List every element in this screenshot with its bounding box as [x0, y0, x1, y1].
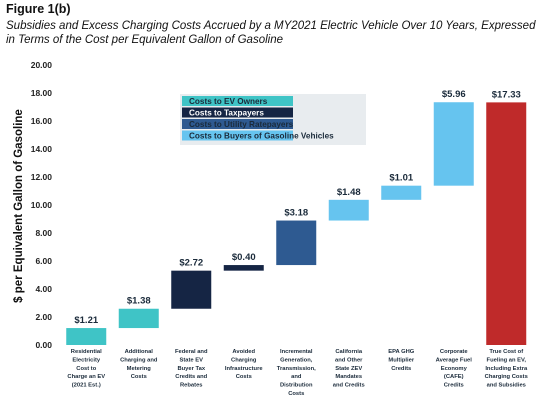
y-tick-label: 4.00: [35, 284, 52, 294]
bar: [171, 270, 212, 309]
bar: [66, 328, 107, 345]
category-label: Federal and State EV Buyer Tax Credits and R…: [175, 349, 208, 389]
legend-label: Costs to Taxpayers: [189, 109, 264, 118]
bar: [118, 308, 159, 329]
legend-swatch: [182, 130, 293, 141]
y-tick-label: 14.00: [31, 144, 53, 154]
legend-label: Costs to EV Owners: [189, 97, 268, 106]
category-labels: Residential Electricity Cost to Charge an E…: [67, 349, 528, 397]
y-tick-label: 6.00: [35, 256, 52, 266]
category-label: Corporate Average Fuel Economy (CAFE) Credit…: [436, 349, 473, 389]
legend-swatch: [182, 107, 293, 118]
data-label: $0.40: [232, 252, 256, 263]
category-label: Additional Charging and Metering Costs: [120, 349, 158, 380]
y-tick-label: 20.00: [31, 60, 53, 70]
bars: [66, 102, 527, 345]
y-tick-label: 10.00: [31, 200, 53, 210]
category-label: Avoided Charging Infrastructure Costs: [225, 349, 263, 380]
bar: [486, 102, 527, 345]
bar: [381, 185, 422, 200]
bar: [223, 265, 264, 271]
legend-label: Costs to Utility Ratepayers: [189, 120, 294, 129]
y-tick-label: 18.00: [31, 88, 53, 98]
y-axis-label: $ per Equivalent Gallon of Gasoline: [13, 109, 25, 303]
data-label: $1.01: [389, 173, 413, 184]
y-tick-label: 12.00: [31, 172, 53, 182]
legend: Costs to EV Owners Costs to Taxpayers Cost…: [180, 94, 366, 145]
y-tick-label: 16.00: [31, 116, 53, 126]
figure-label: Figure 1(b): [6, 2, 71, 16]
chart-title: Subsidies and Excess Charging Costs Accr…: [6, 20, 536, 46]
category-label: Residential Electricity Cost to Charge an E…: [67, 349, 105, 389]
y-tick-label: 8.00: [35, 228, 52, 238]
category-label: EPA GHG Multiplier Credits: [388, 349, 415, 372]
data-label: $5.96: [442, 89, 466, 100]
data-label: $1.48: [337, 187, 361, 198]
legend-swatch: [182, 119, 293, 129]
data-label: $3.18: [284, 208, 308, 219]
y-tick-label: 2.00: [35, 312, 52, 322]
category-label: California and Other State ZEV Mandates and …: [333, 349, 365, 389]
data-label: $1.38: [127, 296, 151, 307]
y-tick-label: 0.00: [35, 340, 52, 350]
category-label: True Cost of Fueling an EV, Including Extr…: [485, 349, 528, 389]
legend-swatch: [182, 96, 293, 106]
legend-label: Costs to Buyers of Gasoline Vehicles: [189, 132, 334, 141]
data-label: $17.33: [492, 89, 521, 100]
y-axis: 0.00 2.00 4.00 6.00 8.00 10.00 12.00 14.00 16.00…: [31, 60, 53, 350]
category-label: Incremental Generation, Transmission, and Di…: [277, 349, 316, 397]
value-labels: $1.21 $1.38 $2.72 $0.40 $3.18 $1.48 $1.01 $5.96…: [74, 89, 520, 326]
data-label: $1.21: [74, 315, 98, 326]
bar: [276, 220, 317, 266]
data-label: $2.72: [179, 258, 203, 269]
bar: [328, 199, 369, 221]
bar: [433, 102, 474, 186]
